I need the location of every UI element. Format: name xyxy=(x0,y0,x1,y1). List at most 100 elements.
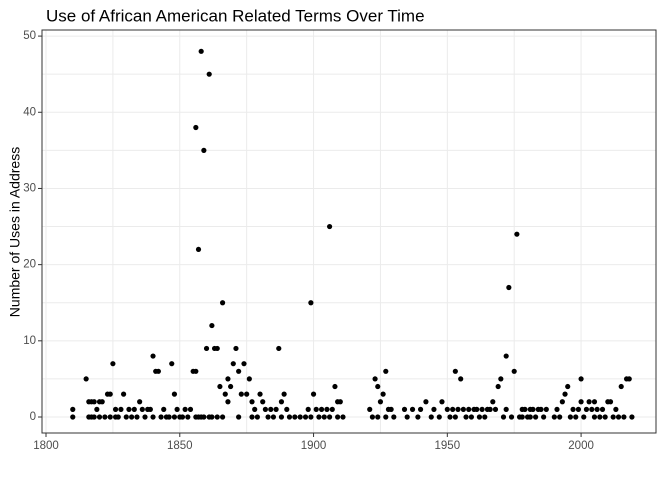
point xyxy=(455,406,461,412)
point xyxy=(281,391,287,397)
point xyxy=(415,414,421,420)
point xyxy=(265,414,271,420)
point xyxy=(236,368,242,374)
plot-border xyxy=(41,29,657,434)
point xyxy=(126,406,132,412)
point xyxy=(466,406,472,412)
point xyxy=(460,406,466,412)
point xyxy=(225,376,231,382)
point xyxy=(102,414,108,420)
point xyxy=(541,414,547,420)
point xyxy=(169,361,175,367)
point xyxy=(602,414,608,420)
point xyxy=(607,399,614,405)
point xyxy=(214,345,220,352)
point xyxy=(318,406,325,412)
point xyxy=(171,391,178,397)
point xyxy=(578,376,584,382)
point xyxy=(559,399,565,405)
point xyxy=(447,414,453,420)
point xyxy=(241,361,247,367)
point xyxy=(578,399,584,405)
point xyxy=(155,368,161,374)
point xyxy=(278,414,285,420)
point xyxy=(94,406,100,412)
point xyxy=(131,406,137,412)
x-tick-label: 1800 xyxy=(33,440,59,452)
point xyxy=(118,406,124,412)
point xyxy=(490,399,496,405)
point xyxy=(70,414,76,420)
x-tick-label: 1900 xyxy=(301,440,327,452)
point xyxy=(297,414,303,420)
point xyxy=(594,406,600,412)
point xyxy=(134,414,140,420)
point xyxy=(150,414,156,420)
point xyxy=(479,406,485,412)
point xyxy=(463,414,469,420)
point xyxy=(286,414,293,420)
point xyxy=(506,284,512,291)
point xyxy=(417,406,424,412)
point xyxy=(474,406,480,412)
point xyxy=(115,414,121,420)
point xyxy=(249,414,255,420)
point xyxy=(367,406,373,412)
point xyxy=(503,406,509,412)
point xyxy=(492,406,499,412)
point xyxy=(573,414,579,420)
point xyxy=(179,414,186,420)
point xyxy=(217,383,223,390)
point xyxy=(201,147,207,153)
point xyxy=(174,406,180,412)
point xyxy=(583,406,590,412)
point xyxy=(142,414,148,420)
point xyxy=(500,414,507,420)
x-tick-label: 1850 xyxy=(167,440,193,452)
point xyxy=(332,383,338,390)
point xyxy=(476,414,483,420)
point xyxy=(182,406,188,412)
point xyxy=(276,345,282,352)
point xyxy=(324,406,330,412)
point xyxy=(99,399,105,405)
point xyxy=(375,383,381,390)
point xyxy=(401,406,408,412)
point xyxy=(302,414,309,420)
point xyxy=(431,406,437,412)
point xyxy=(380,391,386,397)
point xyxy=(383,368,389,374)
point xyxy=(591,414,598,420)
point xyxy=(522,406,528,412)
point xyxy=(91,414,97,420)
y-tick-label: 30 xyxy=(23,182,36,194)
point xyxy=(383,414,389,420)
point xyxy=(107,391,113,397)
y-tick-label: 10 xyxy=(23,335,36,347)
point xyxy=(527,414,533,420)
point xyxy=(150,353,156,359)
point xyxy=(452,368,458,374)
point xyxy=(278,399,285,405)
point xyxy=(161,406,167,412)
point xyxy=(310,391,317,397)
point xyxy=(292,414,298,420)
point xyxy=(193,124,199,131)
x-tick-label: 1950 xyxy=(435,440,461,452)
point xyxy=(482,414,488,420)
point xyxy=(335,414,341,420)
point xyxy=(586,399,592,405)
point xyxy=(222,391,228,397)
point xyxy=(388,406,394,412)
point xyxy=(219,300,226,306)
point xyxy=(329,406,335,412)
point xyxy=(581,414,587,420)
point xyxy=(327,223,333,230)
point xyxy=(171,414,178,420)
point xyxy=(228,383,234,390)
point xyxy=(589,406,595,412)
point xyxy=(562,391,568,397)
point xyxy=(308,300,314,306)
point xyxy=(377,399,384,405)
